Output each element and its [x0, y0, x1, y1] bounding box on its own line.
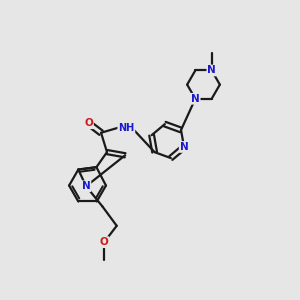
- Text: NH: NH: [118, 123, 134, 133]
- Text: N: N: [82, 181, 91, 191]
- Text: O: O: [100, 237, 109, 247]
- Text: N: N: [207, 65, 216, 76]
- Text: N: N: [191, 94, 200, 104]
- Text: O: O: [84, 118, 93, 128]
- Text: N: N: [180, 142, 188, 152]
